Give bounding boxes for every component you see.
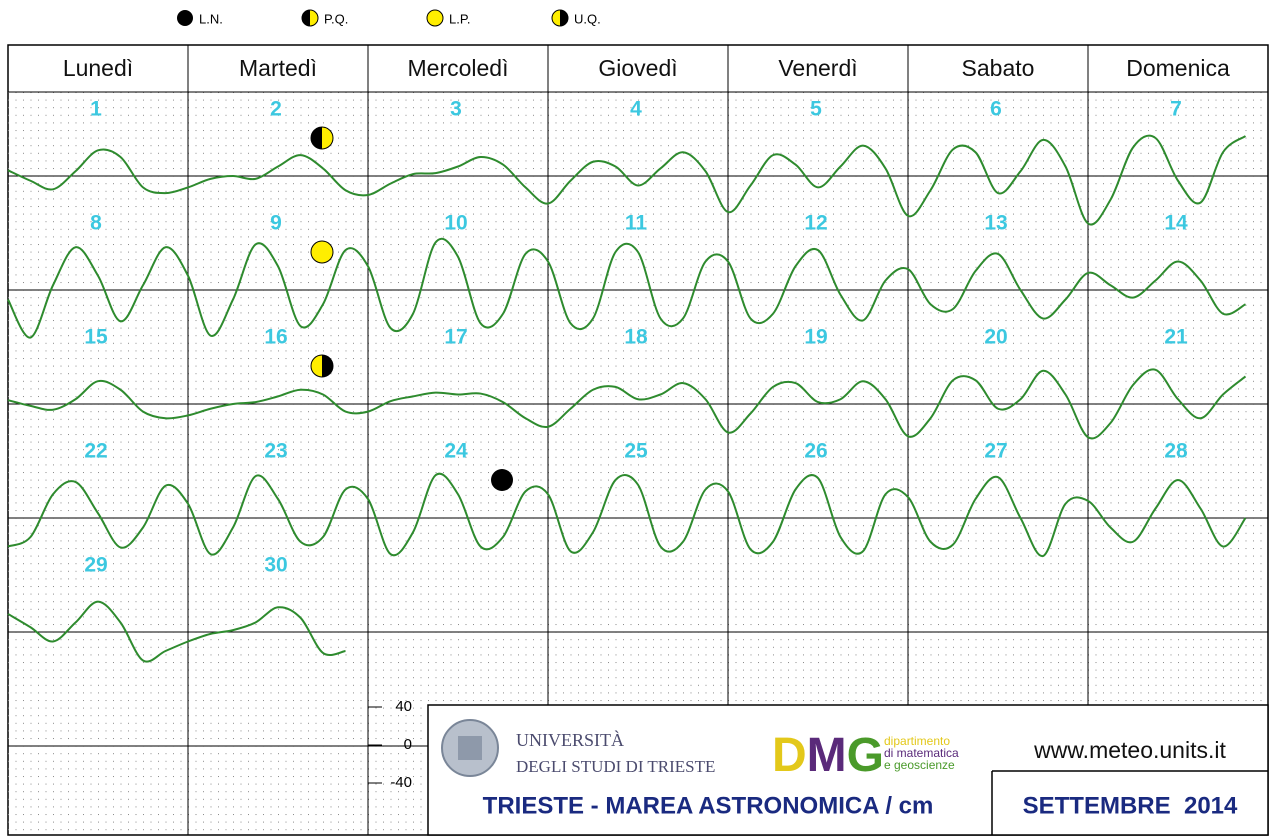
day-number: 15 <box>84 326 108 349</box>
tide-curve <box>7 134 1247 226</box>
moon-shadow <box>322 355 333 377</box>
scale-label: 40 <box>395 698 412 715</box>
department: di matematica <box>884 746 959 760</box>
day-number: 1 <box>90 98 102 121</box>
day-number: 25 <box>624 440 648 463</box>
day-number: 30 <box>264 554 287 577</box>
day-number: 8 <box>90 212 102 235</box>
weekday: Martedì <box>239 55 317 81</box>
day-number: 23 <box>264 440 287 463</box>
moon-disc <box>491 469 513 491</box>
day-number: 12 <box>804 212 827 235</box>
day-number: 27 <box>984 440 1007 463</box>
weekday: Venerdì <box>778 55 857 81</box>
moon-icon <box>301 9 319 27</box>
day-number: 28 <box>1164 440 1188 463</box>
moon-icon <box>551 9 569 27</box>
moon-disc <box>426 9 444 27</box>
moon-icon <box>491 469 513 491</box>
day-number: 3 <box>450 98 462 121</box>
day-number: 10 <box>444 212 467 235</box>
day-number: 17 <box>444 326 467 349</box>
day-number: 20 <box>984 326 1007 349</box>
weekday: Mercoledì <box>408 55 509 81</box>
curves <box>7 134 1247 663</box>
moon-disc <box>177 10 193 26</box>
info-panel <box>427 704 1269 836</box>
day-number: 13 <box>984 212 1007 235</box>
logo-letter: G <box>847 729 884 782</box>
legend-label: U.Q. <box>574 11 601 26</box>
scale-label: -40 <box>390 774 412 791</box>
day-number: 18 <box>624 326 648 349</box>
tide-curve <box>7 237 1246 339</box>
day-number: 2 <box>270 98 282 121</box>
moon-shadow <box>560 10 568 26</box>
tide-curve <box>7 368 1247 440</box>
dmg-logo: DMG <box>772 729 884 782</box>
moon-icon <box>310 354 334 378</box>
logo-letter: D <box>772 729 807 782</box>
university-name: DEGLI STUDI DI TRIESTE <box>516 757 715 776</box>
university-seal <box>458 736 482 760</box>
scale: 40 0 -40 <box>368 698 412 791</box>
chart-title: TRIESTE - MAREA ASTRONOMICA / cm <box>483 792 934 819</box>
day-number: 9 <box>270 212 282 235</box>
day-number: 21 <box>1164 326 1188 349</box>
moon-disc <box>310 240 334 264</box>
day-number: 14 <box>1164 212 1188 235</box>
moon-shadow <box>311 127 322 149</box>
scale-label: 0 <box>404 736 412 753</box>
legend-label: P.Q. <box>324 11 348 26</box>
tide-curve <box>7 472 1247 557</box>
day-number: 4 <box>630 98 642 121</box>
logo-letter: M <box>807 729 847 782</box>
day-number: 19 <box>804 326 827 349</box>
moon-icon <box>310 240 334 264</box>
tide-curve <box>7 600 346 663</box>
moon-icon <box>177 10 193 26</box>
moon-icon <box>426 9 444 27</box>
website: www.meteo.units.it <box>1033 737 1226 763</box>
day-number: 26 <box>804 440 827 463</box>
weekday: Lunedì <box>63 55 133 81</box>
legend: L.N. P.Q. L.P. U.Q. <box>177 9 601 27</box>
day-number: 24 <box>444 440 468 463</box>
moon-icon <box>310 126 334 150</box>
month-title: SETTEMBRE 2014 <box>1023 792 1238 819</box>
department: e geoscienze <box>884 758 955 772</box>
day-number: 11 <box>625 212 648 235</box>
info-box: UNIVERSITÀ DEGLI STUDI DI TRIESTE DMG di… <box>427 704 1269 836</box>
legend-label: L.P. <box>449 11 470 26</box>
moon-shadow <box>302 10 310 26</box>
weekday: Sabato <box>962 55 1035 81</box>
weekday: Domenica <box>1126 55 1230 81</box>
day-number: 6 <box>990 98 1002 121</box>
day-number: 16 <box>264 326 287 349</box>
legend-label: L.N. <box>199 11 223 26</box>
university-name: UNIVERSITÀ <box>516 729 624 750</box>
day-number: 7 <box>1170 98 1182 121</box>
department: dipartimento <box>884 734 950 748</box>
day-number: 29 <box>84 554 107 577</box>
weekday: Giovedì <box>598 55 677 81</box>
day-number: 5 <box>810 98 822 121</box>
labels: Lunedì Martedì Mercoledì Giovedì Venerdì Saba… <box>63 55 1230 576</box>
day-number: 22 <box>84 440 107 463</box>
